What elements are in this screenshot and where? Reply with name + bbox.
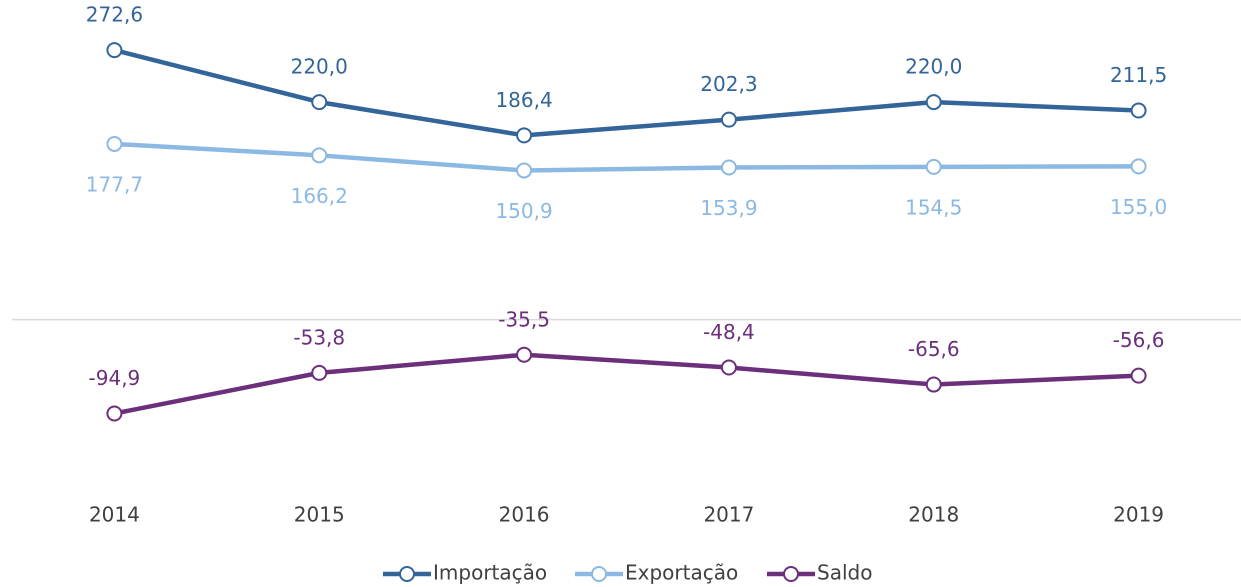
- point: [106, 42, 123, 59]
- x-tick-label: 2019: [1113, 503, 1164, 527]
- data-label: 272,6: [86, 3, 143, 27]
- legend-marker: [591, 566, 607, 582]
- point: [925, 158, 942, 175]
- data-label: 186,4: [495, 88, 552, 112]
- data-label: -48,4: [703, 320, 755, 344]
- point: [516, 162, 533, 179]
- data-label: 150,9: [495, 199, 552, 223]
- point: [311, 94, 328, 111]
- point: [516, 346, 533, 363]
- data-label: -56,6: [1113, 328, 1165, 352]
- legend-label: Exportação: [625, 561, 738, 585]
- point: [516, 127, 533, 144]
- point: [106, 405, 123, 422]
- point: [1130, 367, 1147, 384]
- data-label: 154,5: [905, 195, 962, 219]
- data-label: 153,9: [700, 196, 757, 220]
- point: [1130, 158, 1147, 175]
- legend-label: Importação: [433, 561, 547, 585]
- point: [720, 111, 737, 128]
- legend-marker: [783, 566, 799, 582]
- point: [720, 159, 737, 176]
- data-label: -53,8: [293, 325, 345, 349]
- point: [311, 147, 328, 164]
- data-label: 220,0: [905, 55, 962, 79]
- point: [106, 135, 123, 152]
- x-tick-label: 2014: [89, 503, 140, 527]
- data-label: 166,2: [291, 184, 348, 208]
- point: [925, 94, 942, 111]
- series-line: [113, 352, 1139, 416]
- data-label: 155,0: [1110, 195, 1167, 219]
- point: [1130, 102, 1147, 119]
- data-label: 202,3: [700, 72, 757, 96]
- data-label: -35,5: [498, 307, 550, 331]
- data-label: -65,6: [908, 337, 960, 361]
- x-tick-label: 2015: [294, 503, 345, 527]
- data-label: -94,9: [89, 366, 141, 390]
- legend-label: Saldo: [817, 561, 872, 585]
- point: [311, 364, 328, 381]
- data-label: 211,5: [1110, 63, 1167, 87]
- series-line: [114, 141, 1139, 173]
- point: [925, 376, 942, 393]
- x-tick-label: 2016: [499, 503, 550, 527]
- legend-marker: [399, 566, 415, 582]
- series-line: [113, 47, 1139, 138]
- x-tick-label: 2018: [908, 503, 959, 527]
- data-label: 220,0: [291, 55, 348, 79]
- point: [720, 359, 737, 376]
- x-tick-label: 2017: [703, 503, 754, 527]
- data-label: 177,7: [86, 172, 143, 196]
